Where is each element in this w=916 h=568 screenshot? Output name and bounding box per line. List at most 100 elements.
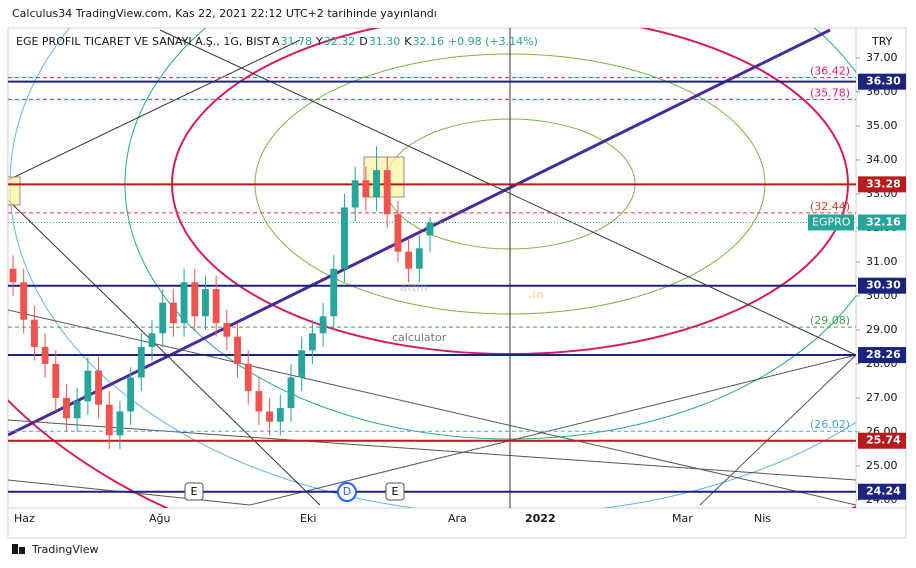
symbol: EGE PROFIL TICARET VE SANAYI A.Ş., 1G, B… (16, 35, 271, 48)
dashed-level-label: (32.44) (810, 200, 850, 213)
dashed-level-label: (26.02) (810, 418, 850, 431)
level-label: 30.30 (866, 279, 901, 292)
ohlc-key: D (359, 35, 367, 48)
x-tick-label: Ara (448, 512, 467, 525)
candle-body (234, 336, 241, 364)
candle-body (308, 333, 316, 351)
x-tick-label: Mar (672, 512, 693, 525)
plot (8, 77, 856, 493)
dashed-level-label: (35.78) (810, 86, 850, 99)
last-name: EGPRO (812, 215, 851, 228)
candle-body (405, 251, 413, 269)
candle-body (373, 170, 380, 198)
level-tag (858, 483, 906, 500)
fan-line (699, 354, 856, 506)
y-tick-label: 34.00 (866, 153, 898, 166)
y-tick-label: 31.00 (866, 255, 898, 268)
watermark: altin .in (400, 281, 544, 301)
level-tag (858, 176, 906, 193)
y-tick-label: 27.00 (866, 391, 898, 404)
candle-body (30, 319, 38, 347)
candle-body (415, 248, 423, 269)
level-tag (858, 277, 906, 294)
level-label: 25.74 (866, 434, 901, 447)
level-label: 28.26 (866, 348, 901, 361)
last-price-tag (858, 214, 906, 231)
x-tick-label: Ağu (149, 512, 170, 525)
candle-body (95, 370, 102, 405)
fan-line (8, 199, 321, 506)
last-price-label: 32.16 (866, 215, 901, 228)
event-markers: E D E (184, 482, 405, 502)
candle-body (255, 391, 263, 412)
currency: TRY (871, 35, 893, 48)
candle-body (351, 180, 359, 208)
candle-body (383, 170, 391, 215)
candle-body (426, 222, 434, 236)
candle-body (298, 350, 306, 378)
level-label: 33.28 (866, 177, 901, 190)
level-tag (858, 347, 906, 364)
candle-body (223, 323, 231, 337)
candle-body (191, 282, 199, 317)
watermark-domain: .in (528, 288, 544, 301)
level-label: 36.30 (866, 75, 901, 88)
level-tag (858, 73, 906, 90)
candle-body (159, 302, 167, 334)
candle-body (169, 302, 177, 324)
candle-body (394, 214, 402, 252)
watermark-brand: altin (400, 281, 428, 294)
candle-body (202, 289, 209, 317)
ohlc-key: K (404, 35, 412, 48)
candle-body (63, 397, 70, 419)
candle-body (116, 411, 124, 436)
fan-line (8, 419, 856, 481)
ohlc-value: 31.30 (369, 35, 401, 48)
candle-body (266, 411, 274, 422)
candle-body (287, 377, 295, 409)
fan-line (8, 39, 301, 181)
candle-body (84, 370, 92, 402)
candle-body (127, 377, 135, 412)
level-tag (858, 432, 906, 449)
fan-line (249, 354, 856, 506)
x-tick-label: 2022 (525, 512, 556, 525)
header: Calculus34 TradingView.com, Kas 22, 2021… (12, 7, 437, 20)
candle-body (319, 316, 327, 334)
dashed-level-label: (36.42) (810, 65, 850, 78)
candle-body (362, 180, 370, 198)
candle-body (276, 408, 284, 422)
candle-body (9, 268, 17, 283)
trend-line (8, 28, 831, 437)
candle-body (137, 346, 145, 378)
ohlc-key: Y (315, 35, 323, 48)
candle-body (73, 401, 81, 419)
candle-body (41, 346, 49, 364)
change: +0.98 (+3.14%) (448, 35, 538, 48)
ohlc-value: 31.78 (281, 35, 313, 48)
level-label: 24.24 (866, 485, 901, 498)
candle-body (341, 207, 348, 269)
event: D (343, 485, 351, 498)
candle-body (105, 404, 113, 436)
footer-text: TradingView (31, 543, 98, 556)
ohlc-key: A (272, 35, 280, 48)
candle-body (330, 268, 338, 317)
candle-body (20, 282, 28, 320)
candle-body (180, 282, 188, 324)
watermark-sub: calculator (392, 331, 447, 344)
candle-body (244, 363, 252, 392)
ohlc-value: 32.32 (324, 35, 356, 48)
candle-body (148, 333, 156, 347)
dashed-level-label: (29.08) (810, 314, 850, 327)
y-tick-label: 25.00 (866, 459, 898, 472)
ohlc-value: 32.16 (412, 35, 444, 48)
event: E (191, 485, 198, 498)
y-tick-label: 29.00 (866, 323, 898, 336)
last-name-tag (808, 214, 854, 231)
y-tick-label: 35.00 (866, 119, 898, 132)
y-tick-label: 37.00 (866, 51, 898, 64)
footer: TradingView (12, 543, 98, 556)
